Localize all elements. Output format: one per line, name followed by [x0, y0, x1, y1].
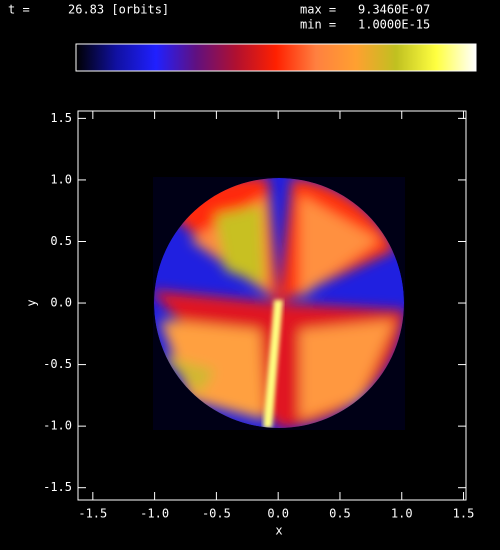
y-tick-label: -1.0 — [43, 419, 72, 433]
max-label: max = — [300, 3, 336, 17]
plot-frame — [77, 110, 467, 501]
colorbar — [75, 43, 477, 72]
x-tick-label: 0.0 — [267, 507, 289, 521]
x-tick-label: -1.0 — [140, 507, 169, 521]
y-tick-label: 1.0 — [50, 172, 72, 186]
x-tick-label: -1.5 — [78, 507, 107, 521]
y-tick-label: -0.5 — [43, 357, 72, 371]
x-tick-label: -0.5 — [202, 507, 231, 521]
x-tick-label: 0.5 — [329, 507, 351, 521]
time-value: 26.83 [orbits] — [68, 3, 169, 17]
y-tick-label: 0.5 — [50, 234, 72, 248]
y-axis-label: y — [25, 299, 39, 306]
y-tick-label: 0.0 — [50, 296, 72, 310]
max-value: 9.3460E-07 — [358, 3, 430, 17]
min-label: min = — [300, 18, 336, 32]
y-tick-label: -1.5 — [43, 480, 72, 494]
min-value: 1.0000E-15 — [358, 18, 430, 32]
y-tick-label: 1.5 — [50, 111, 72, 125]
time-label: t = — [8, 3, 30, 17]
x-tick-label: 1.0 — [391, 507, 413, 521]
x-tick-label: 1.5 — [453, 507, 475, 521]
x-axis-label: x — [275, 524, 282, 538]
